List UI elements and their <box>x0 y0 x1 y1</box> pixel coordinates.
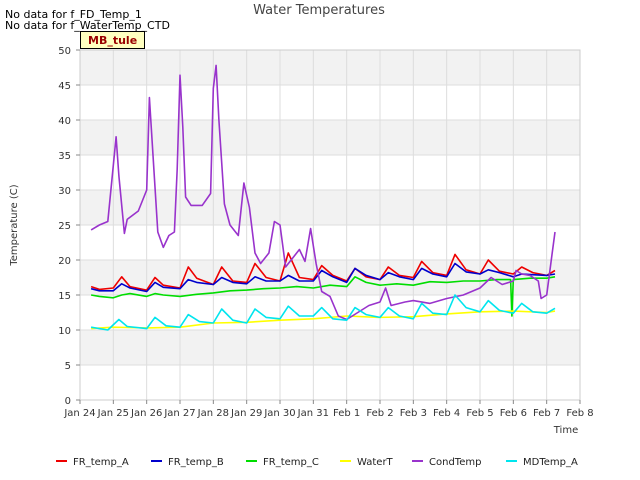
plot-band <box>80 225 580 260</box>
series-line-condtemp <box>90 64 556 321</box>
x-tick-label: Feb 7 <box>533 408 560 419</box>
x-tick-label: Feb 6 <box>500 408 527 419</box>
x-axis-ticks: Jan 24 Jan 25 Jan 26 Jan 27 Jan 28 Jan 29 Jan … <box>63 400 594 419</box>
x-tick-label: Jan 28 <box>197 408 229 419</box>
y-tick-label: 50 <box>58 46 71 57</box>
plot-background-bands <box>80 50 580 400</box>
no-data-note-1: No data for f_FD_Temp_1 <box>5 8 142 21</box>
y-tick-label: 20 <box>58 256 71 267</box>
y-tick-label: 25 <box>58 221 71 232</box>
plot-band <box>80 85 580 120</box>
legend-label: MDTemp_A <box>523 457 578 468</box>
plot-band <box>80 330 580 365</box>
legend-label: FR_temp_B <box>168 457 224 468</box>
x-tick-label: Feb 3 <box>400 408 427 419</box>
legend: FR_temp_A FR_temp_B FR_temp_C WaterT CondTem… <box>56 457 578 468</box>
series-line-mdtemp-a <box>90 294 556 331</box>
series-lines <box>90 64 556 331</box>
x-tick-label: Jan 25 <box>97 408 129 419</box>
y-tick-label: 35 <box>58 151 71 162</box>
x-tick-label: Feb 8 <box>566 408 593 419</box>
no-data-note-2: No data for f_WaterTemp_CTD <box>5 19 170 32</box>
station-label: MB_tule <box>80 31 146 49</box>
x-tick-label: Jan 30 <box>263 408 295 419</box>
x-tick-label: Feb 5 <box>466 408 493 419</box>
chart-title: Water Temperatures <box>253 3 385 18</box>
y-tick-label: 15 <box>58 291 71 302</box>
legend-label: FR_temp_C <box>263 457 319 468</box>
plot-band <box>80 50 580 85</box>
y-tick-label: 40 <box>58 116 71 127</box>
x-tick-label: Jan 27 <box>163 408 195 419</box>
x-tick-label: Feb 2 <box>366 408 393 419</box>
x-tick-label: Jan 26 <box>130 408 162 419</box>
y-axis-label: Temperature (C) <box>9 184 20 266</box>
plot-band <box>80 120 580 155</box>
x-tick-label: Feb 4 <box>433 408 460 419</box>
series-line-watert <box>91 310 556 330</box>
legend-label: CondTemp <box>429 457 481 468</box>
y-tick-label: 0 <box>65 396 71 407</box>
plot-band <box>80 155 580 190</box>
plot-band <box>80 365 580 400</box>
y-axis-ticks: 0 5 10 15 20 25 30 35 40 45 50 <box>58 46 80 407</box>
x-tick-label: Feb 1 <box>333 408 360 419</box>
y-tick-label: 10 <box>58 326 71 337</box>
y-tick-label: 5 <box>65 361 71 372</box>
plot-band <box>80 260 580 295</box>
y-tick-label: 30 <box>58 186 71 197</box>
x-tick-label: Jan 29 <box>230 408 262 419</box>
y-tick-label: 45 <box>58 81 71 92</box>
x-axis-label: Time <box>553 425 578 436</box>
legend-label: WaterT <box>357 457 394 468</box>
x-tick-label: Jan 24 <box>63 408 95 419</box>
plot-band <box>80 190 580 225</box>
plot-band <box>80 295 580 330</box>
legend-label: FR_temp_A <box>73 457 129 468</box>
x-tick-label: Jan 31 <box>297 408 329 419</box>
series-line-fr-temp-c <box>90 275 556 317</box>
series-line-fr-temp-b <box>90 262 556 293</box>
